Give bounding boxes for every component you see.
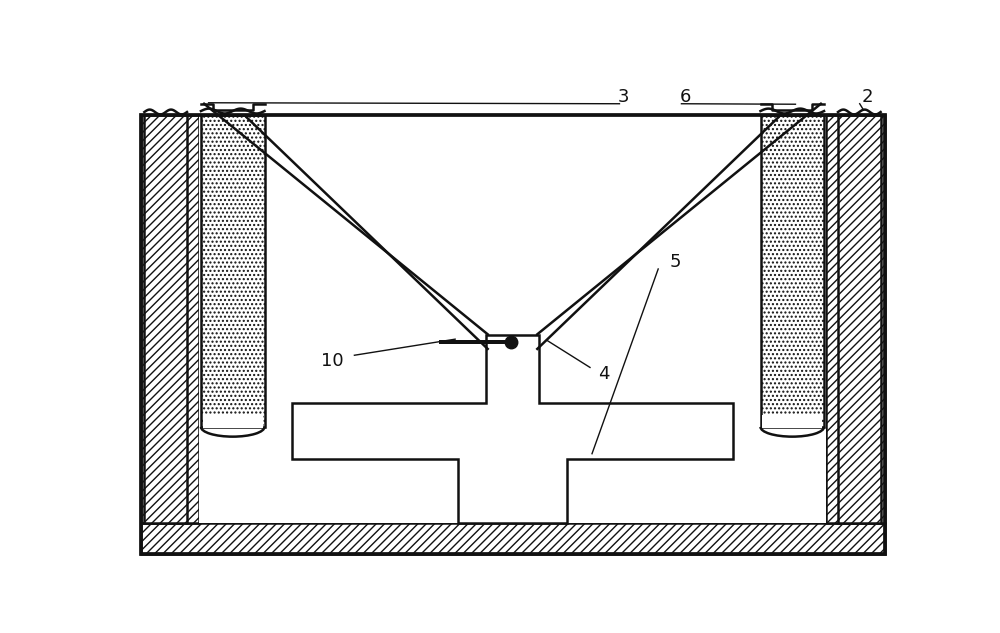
Text: 10: 10 xyxy=(321,352,344,370)
Bar xyxy=(826,115,885,523)
Bar xyxy=(762,415,822,429)
Bar xyxy=(140,523,885,554)
Bar xyxy=(201,115,264,427)
Bar xyxy=(761,115,824,427)
Text: 4: 4 xyxy=(598,365,610,383)
Text: 3: 3 xyxy=(618,88,629,106)
Bar xyxy=(202,415,263,429)
Bar xyxy=(144,115,187,523)
Text: 5: 5 xyxy=(670,253,681,271)
Polygon shape xyxy=(292,335,733,523)
Text: 2: 2 xyxy=(862,88,873,106)
Text: 6: 6 xyxy=(680,88,691,106)
Bar xyxy=(838,115,881,523)
Bar xyxy=(199,115,826,523)
Bar xyxy=(140,115,199,523)
